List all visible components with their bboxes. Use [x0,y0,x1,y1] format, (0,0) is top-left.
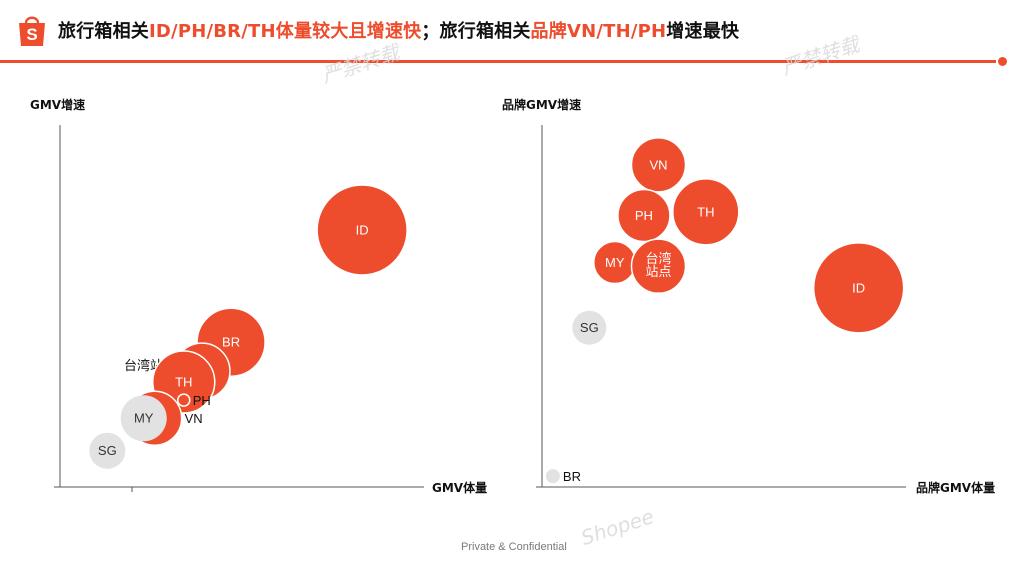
chart-1-label-id: ID [356,222,369,237]
shopee-bag-icon: S [19,16,45,46]
chart-1-y-axis-label: GMV增速 [30,97,85,112]
header-rule [0,60,996,63]
chart-1-label-vn: VN [185,411,203,426]
chart-1-label-sg: SG [98,443,117,458]
chart-1-label-th: TH [175,374,192,389]
chart-2-label-th: TH [697,204,714,219]
chart-2-label-vn: VN [649,157,667,172]
page-title: 旅行箱相关ID/PH/BR/TH体量较大且增速快；旅行箱相关品牌VN/TH/PH… [58,21,740,42]
chart-1-bubble-ph [177,393,191,407]
chart-1-bubble-my [120,395,167,442]
chart-1-bubble-id [316,184,408,276]
chart-2-bubble-taiwan [630,238,687,294]
chart-1-bubble-sg [89,432,126,469]
chart-2-x-axis-label: 品牌GMV体量 [916,480,995,495]
chart-2-bubble-sg [572,310,607,345]
footer-text: Private & Confidential [461,541,567,553]
slide-header: S 旅行箱相关ID/PH/BR/TH体量较大且增速快；旅行箱相关品牌VN/TH/… [0,0,1024,66]
chart-2-bubble-th [672,178,740,246]
chart-1-label-br: BR [222,335,240,350]
chart-2-label-my: MY [605,255,625,270]
chart-2-y-axis-label: 品牌GMV增速 [502,97,581,112]
chart-2-bubble-id [812,242,905,334]
chart-2-bubble-ph [617,188,671,243]
chart-2-label-taiwan: 台湾站点 [645,252,671,280]
chart-2-label-br: BR [563,469,581,484]
chart-1-x-axis-label: GMV体量 [432,480,487,495]
chart-2-bubble-br [545,469,560,484]
logo-letter: S [26,25,37,44]
chart-2-label-sg: SG [580,320,599,335]
chart-2-bubble-vn [630,137,687,193]
chart-2-label-ph: PH [635,208,653,223]
header-rule-dot [998,57,1007,66]
chart-2-label-id: ID [852,280,865,295]
chart-1-label-ph: PH [193,393,211,408]
chart-1-label-my: MY [134,411,154,426]
